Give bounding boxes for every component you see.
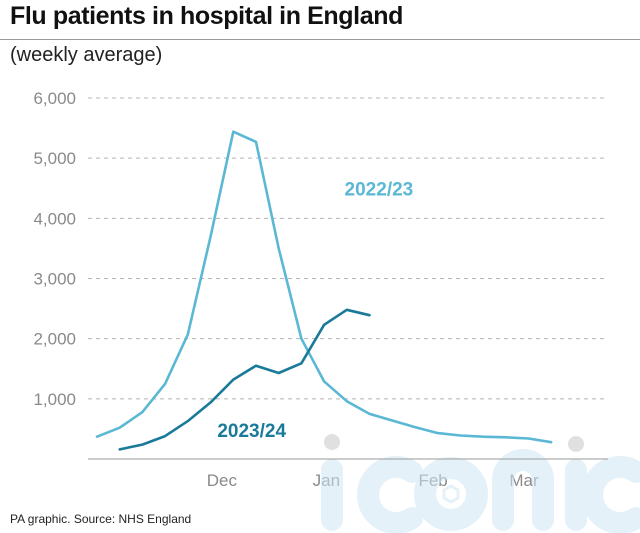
title-divider [0, 39, 640, 40]
series-labels: 2022/23 2023/24 [217, 179, 413, 442]
y-tick-label: 6,000 [33, 89, 76, 108]
series-line-2022-23 [95, 130, 553, 444]
series-lines [95, 130, 553, 451]
y-tick-label: 2,000 [33, 330, 76, 349]
chart-title: Flu patients in hospital in England [10, 2, 403, 30]
watermark-dot [324, 434, 340, 450]
gridlines [88, 97, 608, 400]
x-tick-label: Dec [207, 471, 238, 490]
series-line-2023-24 [118, 308, 371, 451]
watermark-dot [568, 436, 584, 452]
y-tick-label: 1,000 [33, 390, 76, 409]
iconic-watermark-logo [321, 434, 640, 533]
y-tick-labels: 1,000 2,000 3,000 4,000 5,000 6,000 [33, 89, 76, 409]
source-note: PA graphic. Source: NHS England [10, 512, 192, 526]
y-tick-label: 3,000 [33, 270, 76, 289]
y-tick-label: 4,000 [33, 209, 76, 228]
y-tick-label: 5,000 [33, 149, 76, 168]
chart-subtitle: (weekly average) [10, 44, 163, 66]
series-label: 2023/24 [217, 421, 286, 442]
series-label: 2022/23 [345, 179, 414, 200]
